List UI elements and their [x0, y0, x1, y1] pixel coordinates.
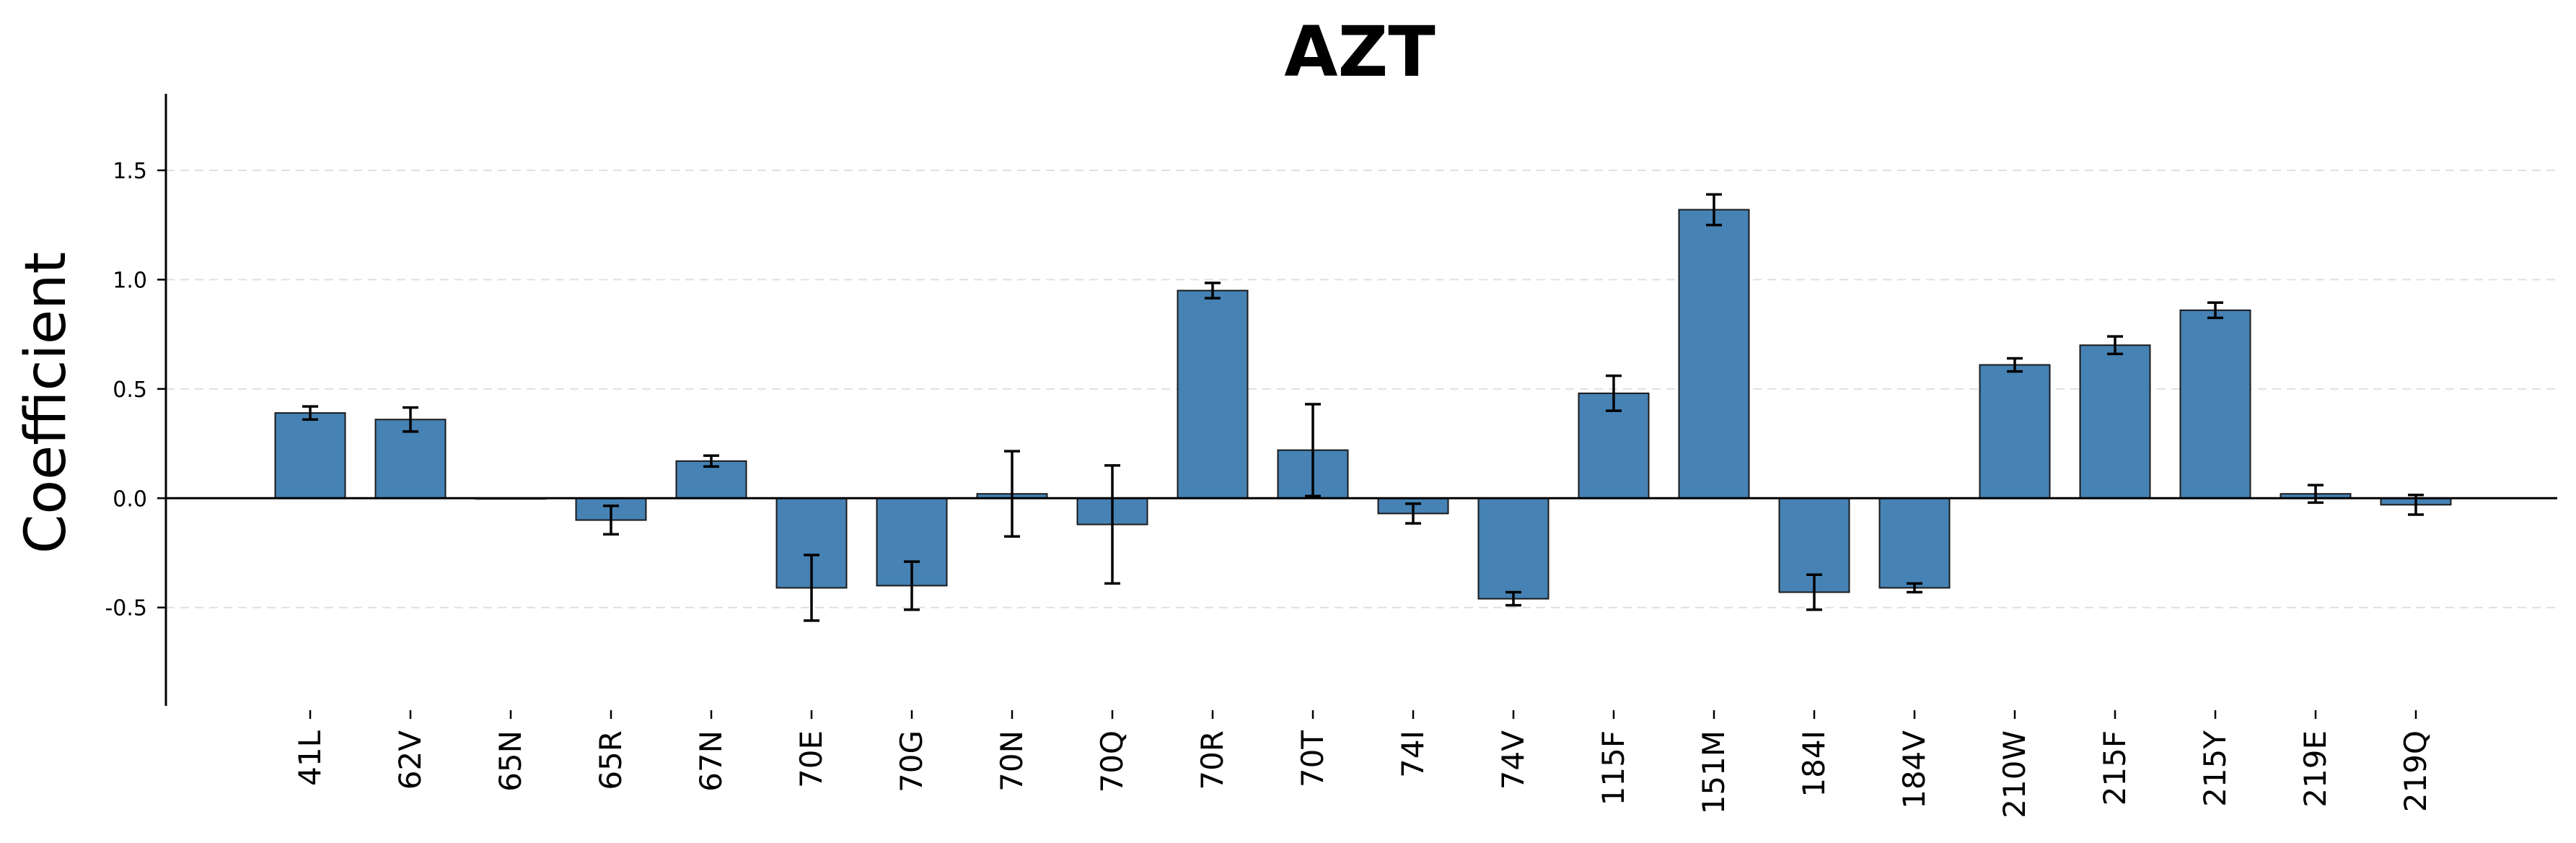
axes: [164, 94, 2557, 706]
x-tick-label: 219E: [2298, 730, 2333, 808]
x-tick-label: 65R: [593, 730, 628, 790]
y-tick-label: -0.5: [105, 596, 147, 621]
x-tick-label: 115F: [1596, 730, 1631, 805]
y-tick-label: 0.0: [113, 486, 147, 512]
error-bars: [302, 193, 2424, 622]
bar: [274, 412, 346, 499]
bar: [1678, 209, 1750, 499]
bar: [1477, 497, 1549, 600]
bar: [2079, 344, 2151, 499]
y-axis-label: Coefficient: [14, 252, 79, 554]
bar: [2179, 309, 2251, 499]
x-tick-label: 184V: [1896, 730, 1932, 809]
x-tick-label: 74I: [1395, 730, 1430, 778]
chart-title: AZT: [1284, 12, 1435, 92]
x-tick-label: 70E: [794, 730, 829, 788]
x-tick-label: 70T: [1295, 730, 1330, 787]
grid-lines: [166, 170, 2557, 608]
x-tick-label: 184I: [1796, 730, 1832, 798]
x-tick-label: 65N: [493, 730, 528, 792]
bar: [1177, 289, 1249, 499]
x-tick-label: 62V: [392, 730, 428, 790]
x-tick-label: 70N: [994, 730, 1029, 792]
x-tick-label: 151M: [1696, 730, 1731, 814]
x-tick-label: 210W: [1997, 730, 2032, 818]
x-tick-label: 41L: [292, 730, 328, 785]
x-tick-label: 67N: [693, 730, 729, 792]
x-tick-label: 215F: [2097, 730, 2132, 805]
x-tick-label: 70Q: [1094, 730, 1130, 793]
x-tick-label: 219Q: [2398, 730, 2433, 812]
y-ticks: -0.5 0.0 0.5 1.0 1.5: [105, 159, 166, 621]
bars: [274, 209, 2452, 600]
y-tick-label: 0.5: [113, 377, 147, 403]
x-tick-label: 74V: [1495, 730, 1531, 790]
x-tick-label: 215Y: [2197, 730, 2233, 807]
y-tick-label: 1.5: [113, 159, 147, 184]
x-tick-label: 70G: [894, 730, 929, 792]
bar: [1979, 364, 2051, 499]
x-tick-label: 70R: [1195, 730, 1230, 790]
y-tick-label: 1.0: [113, 268, 147, 293]
x-ticks: 41L 62V 65N 65R 67N 70E 70G 70N 70Q 70R 70T 74I 74V 1…: [292, 710, 2433, 818]
bar: [1878, 497, 1951, 589]
